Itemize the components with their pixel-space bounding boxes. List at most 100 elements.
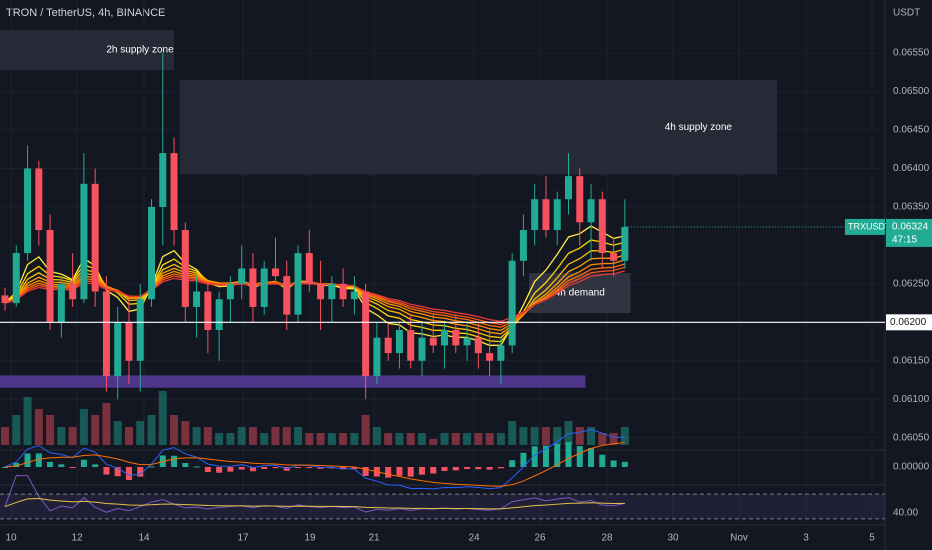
volume-bar	[609, 433, 618, 445]
macd-hist	[249, 467, 256, 472]
candle-body	[294, 253, 302, 315]
candle-body	[305, 253, 313, 284]
x-tick-label: 5	[869, 533, 875, 544]
candle-body	[587, 199, 595, 223]
candle-body	[565, 176, 572, 200]
y-tick-label: 0.06250	[893, 278, 930, 289]
macd-hist	[103, 467, 110, 475]
y-tick-label: 0.06450	[893, 125, 930, 136]
x-tick-label: 24	[468, 533, 480, 544]
macd-hist	[137, 467, 144, 477]
macd-hist	[261, 467, 268, 469]
macd-hist	[599, 454, 606, 467]
candle-body	[125, 322, 133, 361]
y-tick-label: 0.06100	[893, 394, 930, 405]
countdown-label: 47:15	[892, 235, 917, 246]
candle-body	[452, 330, 460, 346]
candle-body	[373, 337, 381, 377]
volume-bar	[327, 433, 336, 445]
candle-body	[271, 268, 279, 277]
volume-bar	[215, 433, 224, 445]
volume-bar	[485, 433, 494, 445]
candle-body	[170, 153, 178, 230]
volume-bar	[620, 427, 629, 445]
volume-bar	[102, 403, 111, 445]
volume-bar	[361, 415, 370, 445]
macd-hist	[464, 467, 471, 470]
macd-hist	[193, 466, 200, 468]
x-tick-label: 30	[667, 533, 679, 544]
macd-hist	[475, 467, 482, 470]
macd-hist	[565, 442, 572, 467]
macd-hist	[69, 467, 76, 468]
volume-bar	[294, 427, 303, 445]
candle-body	[384, 337, 392, 354]
candle-body	[486, 353, 494, 361]
candle-body	[1, 295, 9, 304]
volume-bar	[587, 427, 596, 445]
chart-title: TRON / TetherUS, 4h, BINANCE	[6, 7, 165, 19]
volume-bar	[429, 439, 438, 445]
candle-body	[181, 230, 189, 307]
macd-hist	[227, 467, 234, 472]
macd-hist	[531, 446, 538, 467]
x-tick-label: 10	[5, 533, 17, 544]
candle-body	[553, 199, 561, 230]
macd-hist	[576, 446, 583, 467]
macd-hist	[554, 443, 561, 467]
volume-bar	[136, 421, 145, 445]
x-tick-label: 26	[534, 533, 546, 544]
candle-body	[362, 291, 370, 377]
volume-bar	[519, 427, 528, 445]
candle-body	[531, 199, 539, 230]
macd-hist	[509, 460, 516, 467]
symbol-label: TRXUSDT	[848, 221, 891, 231]
candle-body	[193, 291, 201, 307]
candle-body	[395, 330, 403, 354]
candle-body	[148, 206, 156, 300]
volume-bar	[12, 415, 21, 445]
volume-bar	[406, 433, 415, 445]
macd-line	[4, 428, 625, 490]
candle-body	[463, 337, 471, 346]
volume-bar	[158, 391, 167, 445]
macd-tick-label: 0.00000	[893, 462, 930, 473]
candle-body	[238, 268, 246, 284]
macd-hist	[272, 467, 279, 469]
volume-bar	[451, 433, 460, 445]
volume-bar	[282, 427, 291, 445]
candle-body	[429, 337, 437, 346]
volume-bar	[541, 427, 550, 445]
candle-body	[69, 283, 77, 300]
macd-hist	[621, 461, 628, 467]
volume-bar	[91, 415, 100, 445]
volume-bar	[316, 433, 325, 445]
candle-body	[598, 199, 606, 254]
zone-label: 4h supply zone	[665, 122, 733, 133]
candle-body	[621, 226, 629, 261]
currency-label: USDT	[893, 8, 920, 19]
macd-hist	[452, 467, 459, 471]
macd-hist	[588, 447, 595, 467]
volume-bar	[46, 415, 55, 445]
candle-body	[260, 268, 268, 307]
candle-body	[508, 260, 516, 346]
zone-label: 2h supply zone	[106, 45, 174, 56]
macd-hist	[362, 467, 369, 476]
volume-bar	[68, 427, 77, 445]
candle-body	[328, 283, 336, 300]
zone	[0, 375, 586, 388]
candle-body	[57, 283, 65, 323]
macd-hist	[497, 467, 504, 469]
macd-hist	[238, 467, 245, 470]
volume-bar	[113, 421, 122, 445]
macd-hist	[385, 467, 392, 478]
candle-body	[418, 337, 426, 361]
volume-bar	[248, 427, 257, 445]
macd-hist	[35, 453, 42, 467]
candle-body	[102, 291, 110, 377]
candle-body	[12, 253, 20, 304]
candle-body	[576, 176, 584, 223]
volume-bar	[124, 427, 133, 445]
